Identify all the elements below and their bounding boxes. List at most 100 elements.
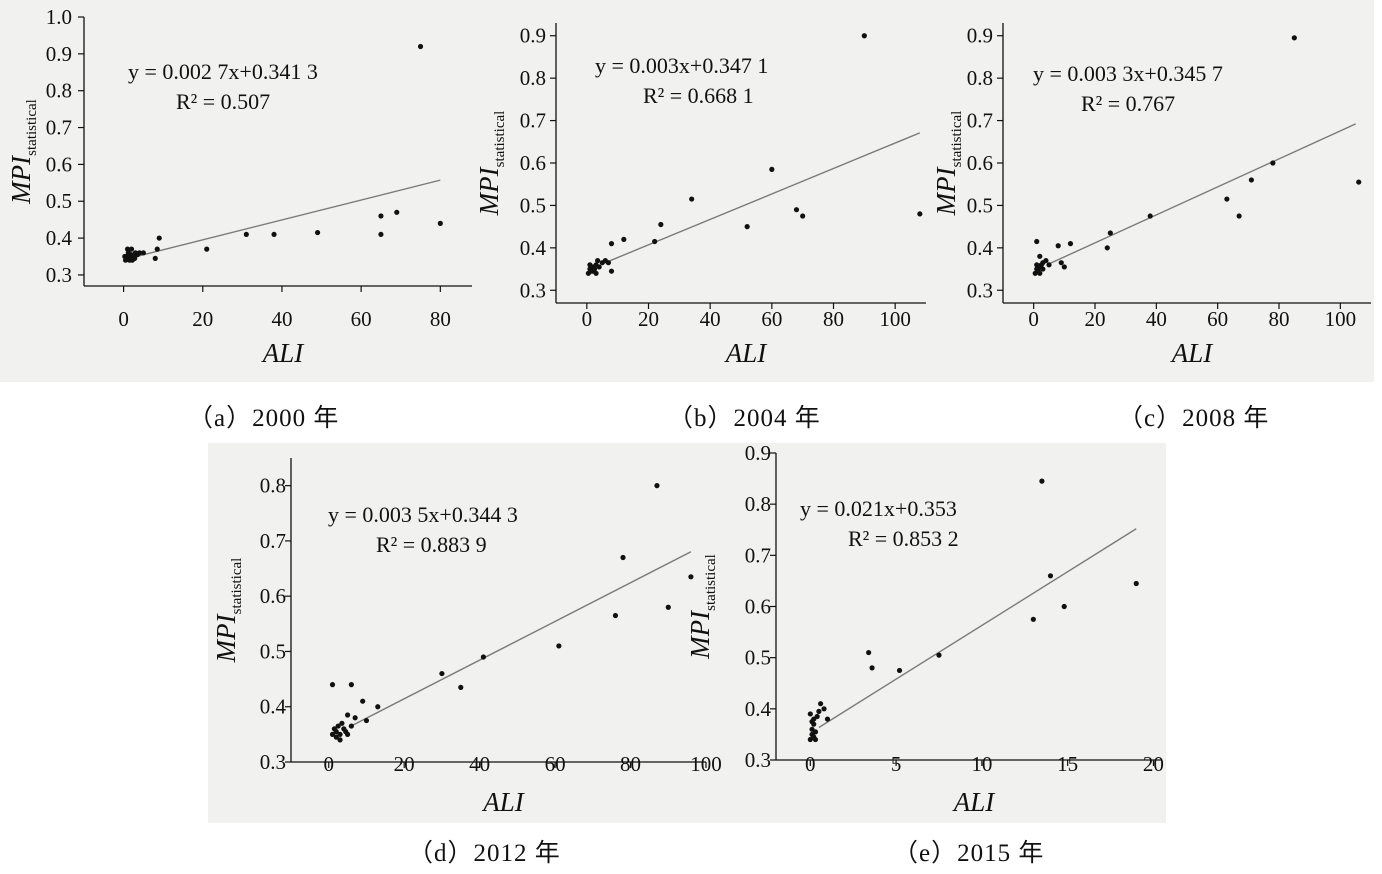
y-tick-label: 0.9 xyxy=(46,42,72,66)
y-tick-label: 0.5 xyxy=(260,639,286,663)
data-point xyxy=(621,236,627,242)
data-point xyxy=(654,483,660,489)
data-point xyxy=(154,246,160,252)
x-tick-label: 40 xyxy=(271,307,292,331)
data-point xyxy=(314,229,321,236)
data-point xyxy=(869,665,875,671)
data-point xyxy=(1104,245,1110,251)
regression-line xyxy=(1048,123,1356,265)
data-point xyxy=(439,670,445,677)
data-point xyxy=(204,246,210,252)
x-tick-label: 5 xyxy=(891,752,902,776)
x-axis-title: ALI xyxy=(261,338,306,368)
y-axis-title-main: MPI xyxy=(685,609,715,660)
data-point xyxy=(658,221,664,228)
data-point xyxy=(1147,213,1153,219)
x-tick-label: 0 xyxy=(582,307,593,331)
regression-equation: y = 0.003x+0.347 1 xyxy=(595,53,768,78)
data-point xyxy=(378,213,384,219)
x-tick-label: 80 xyxy=(430,307,451,331)
data-point xyxy=(769,166,775,172)
r-squared-label: R² = 0.883 9 xyxy=(376,532,487,557)
data-point xyxy=(689,196,695,202)
y-tick-label: 0.7 xyxy=(520,109,546,133)
data-point xyxy=(688,574,694,580)
y-tick-label: 0.7 xyxy=(745,543,771,567)
x-tick-label: 100 xyxy=(1325,307,1357,331)
y-axis-title-subscript: statistical xyxy=(492,111,508,168)
data-point xyxy=(1061,264,1067,270)
r-squared-label: R² = 0.668 1 xyxy=(643,83,754,108)
y-tick-label: 0.4 xyxy=(967,236,994,260)
regression-equation: y = 0.021x+0.353 xyxy=(800,496,957,521)
svg-text:MPIstatistical: MPIstatistical xyxy=(931,111,965,217)
regression-line xyxy=(818,528,1137,729)
caption-e: （e）2015 年 xyxy=(893,840,1045,867)
x-tick-label: 60 xyxy=(351,307,372,331)
regression-line xyxy=(123,179,441,261)
data-point xyxy=(861,33,867,39)
x-tick-label: 60 xyxy=(1207,307,1228,331)
data-point xyxy=(818,701,824,707)
data-point xyxy=(337,731,343,737)
y-tick-label: 0.6 xyxy=(520,151,546,175)
y-tick-label: 0.8 xyxy=(46,79,72,103)
data-point xyxy=(394,209,400,215)
caption-b: （b）2004 年 xyxy=(668,405,821,432)
data-point xyxy=(1248,177,1254,183)
y-axis-title-subscript: statistical xyxy=(949,111,965,168)
y-tick-label: 0.8 xyxy=(967,66,993,90)
svg-text:MPIstatistical: MPIstatistical xyxy=(685,554,719,660)
data-point xyxy=(812,736,819,743)
data-point xyxy=(360,698,366,704)
data-point xyxy=(128,246,135,252)
x-axis-title: ALI xyxy=(481,787,526,817)
y-tick-label: 0.5 xyxy=(46,189,72,213)
x-tick-label: 0 xyxy=(1028,307,1039,331)
y-tick-label: 0.4 xyxy=(520,236,547,260)
x-tick-label: 20 xyxy=(1143,752,1164,776)
data-point xyxy=(122,253,128,260)
y-tick-label: 0.4 xyxy=(745,697,772,721)
data-point xyxy=(329,731,336,737)
y-axis-title: MPIstatistical xyxy=(931,111,965,217)
y-tick-label: 0.5 xyxy=(967,193,993,217)
caption-c: （c）2008 年 xyxy=(1118,405,1270,432)
x-tick-label: 100 xyxy=(879,307,911,331)
svg-text:MPIstatistical: MPIstatistical xyxy=(474,111,508,217)
data-point xyxy=(793,207,800,213)
x-tick-label: 60 xyxy=(545,752,566,776)
svg-text:MPIstatistical: MPIstatistical xyxy=(211,558,245,664)
data-point xyxy=(156,235,162,241)
y-axis-title: MPIstatistical xyxy=(211,558,245,664)
y-tick-label: 0.3 xyxy=(967,278,993,302)
caption-d: （d）2012 年 xyxy=(408,840,561,867)
y-axis-title-subscript: statistical xyxy=(229,558,245,615)
data-point xyxy=(936,652,942,658)
x-tick-label: 80 xyxy=(823,307,844,331)
data-point xyxy=(816,708,822,714)
data-point xyxy=(821,706,827,712)
x-tick-label: 0 xyxy=(323,752,334,776)
r-squared-label: R² = 0.853 2 xyxy=(848,526,959,551)
data-point xyxy=(1047,573,1054,579)
y-tick-label: 0.4 xyxy=(260,695,287,719)
y-tick-label: 0.9 xyxy=(520,24,546,48)
y-tick-label: 0.7 xyxy=(260,529,286,553)
regression-equation: y = 0.003 5x+0.344 3 xyxy=(328,502,518,527)
regression-line xyxy=(351,551,692,727)
data-point xyxy=(1133,580,1139,587)
x-tick-label: 0 xyxy=(118,307,129,331)
y-tick-label: 0.5 xyxy=(745,646,771,670)
y-axis-title: MPIstatistical xyxy=(6,99,40,205)
x-axis-title: ALI xyxy=(1170,338,1215,368)
data-point xyxy=(337,737,343,743)
r-squared-label: R² = 0.507 xyxy=(176,89,270,114)
data-point xyxy=(593,270,599,276)
data-point xyxy=(608,268,615,274)
